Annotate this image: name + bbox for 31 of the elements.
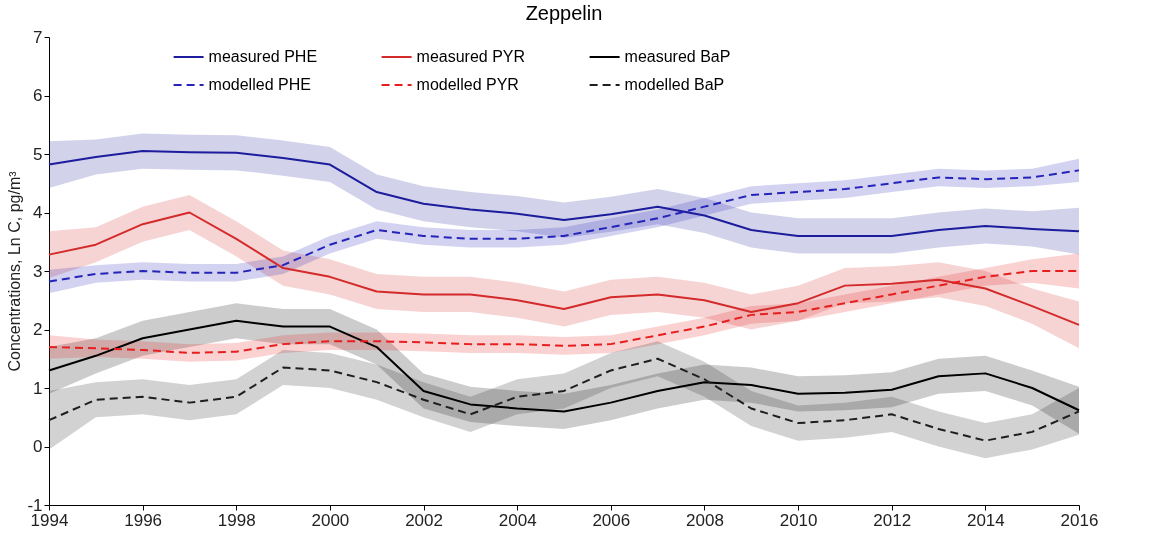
y-tick-label: 5 [33, 144, 43, 164]
x-tick-label: 2014 [966, 510, 1005, 530]
line-series [48, 357, 1080, 442]
y-tick-label: 1 [33, 378, 43, 398]
line-series [48, 169, 1080, 283]
legend-label: modelled BaP [624, 76, 725, 93]
chart-title: Zeppelin [525, 2, 603, 24]
x-tick-label: 1996 [124, 510, 163, 530]
x-tick-label: 2008 [686, 510, 724, 530]
y-tick-label: 2 [33, 320, 43, 339]
y-axis-title: Concentrations, Ln C, pg/m³ [6, 170, 24, 372]
y-tick-label: 3 [33, 261, 43, 281]
x-tick-label: 2006 [592, 510, 631, 530]
x-tick-label: 1998 [217, 510, 256, 530]
x-tick-label: 2000 [311, 510, 350, 530]
x-tick-label: 2004 [498, 510, 537, 530]
y-tick-label: 0 [33, 437, 43, 456]
legend-label: measured PYR [416, 48, 526, 65]
y-tick-label: 6 [33, 86, 43, 105]
y-tick-label: 4 [33, 203, 43, 222]
line-series [48, 211, 1080, 326]
legend-label: measured PHE [208, 48, 318, 65]
legend-label: modelled PHE [208, 76, 311, 93]
x-tick-label: 2010 [779, 510, 818, 530]
line-series [48, 150, 1080, 237]
x-tick-label: 2012 [873, 510, 912, 530]
legend-label: modelled PYR [416, 76, 519, 93]
legend-label: measured BaP [624, 48, 731, 65]
x-tick-label: 2002 [405, 510, 443, 530]
y-tick-label: 7 [33, 27, 43, 47]
x-tick-label: 2016 [1060, 510, 1099, 530]
